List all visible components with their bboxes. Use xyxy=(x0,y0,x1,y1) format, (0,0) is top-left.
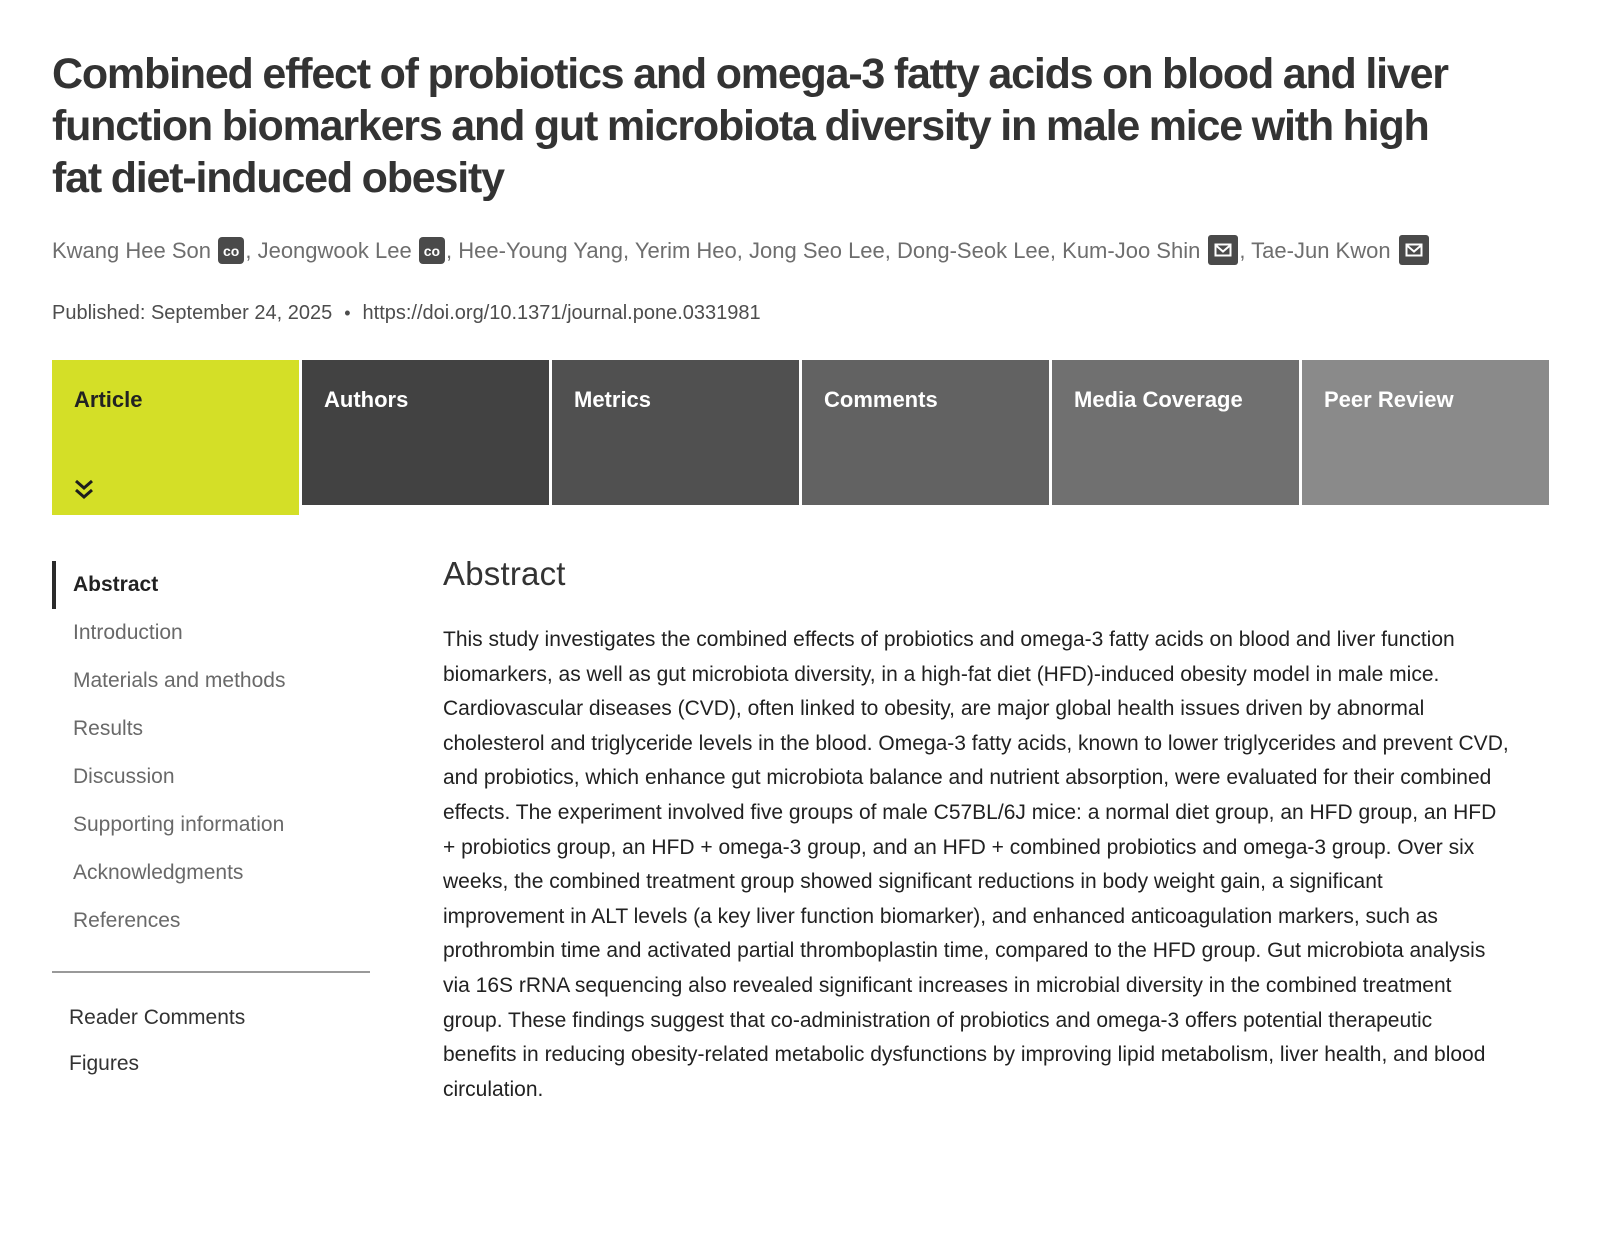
equal-contribution-badge[interactable]: co xyxy=(418,237,446,265)
sidenav-item-discussion[interactable]: Discussion xyxy=(73,765,175,789)
author-link[interactable]: Kwang Hee Son xyxy=(52,238,211,264)
tab-label: Authors xyxy=(324,387,409,413)
author-link[interactable]: Dong-Seok Lee xyxy=(897,238,1050,264)
publication-info: Published: September 24, 2025 • https://… xyxy=(52,302,1572,325)
sidenav-item-references[interactable]: References xyxy=(73,909,181,933)
author-link[interactable]: Yerim Heo xyxy=(634,238,737,264)
tab-label: Media Coverage xyxy=(1074,387,1243,413)
author-link[interactable]: Tae-Jun Kwon xyxy=(1251,238,1391,264)
sidenav-item-results[interactable]: Results xyxy=(73,717,144,741)
sidenav-item-introduction[interactable]: Introduction xyxy=(73,621,183,645)
sidenav-link-figures[interactable]: Figures xyxy=(69,1052,140,1076)
sidenav-item-acknowledgments[interactable]: Acknowledgments xyxy=(73,861,244,885)
sidenav-item-abstract[interactable]: Abstract xyxy=(52,561,382,610)
tab-metrics[interactable]: Metrics xyxy=(552,360,799,506)
tab-peer-review[interactable]: Peer Review xyxy=(1302,360,1549,506)
bullet-separator: • xyxy=(344,303,351,324)
author-list: Kwang Hee Son co, Jeongwook Lee co, Hee-Yo… xyxy=(52,230,1502,272)
article-body: Abstract Introduction Materials and meth… xyxy=(52,545,1572,1107)
author-link[interactable]: Jeongwook Lee xyxy=(257,238,412,264)
sidenav-item-supporting-information[interactable]: Supporting information xyxy=(73,813,285,837)
chevron-double-down-icon[interactable] xyxy=(72,477,96,503)
section-nav: Abstract Introduction Materials and meth… xyxy=(52,545,443,1107)
article-page: Combined effect of probiotics and omega-… xyxy=(52,50,1572,1107)
tab-label: Article xyxy=(74,387,143,413)
sidenav-link-reader-comments[interactable]: Reader Comments xyxy=(69,1006,246,1030)
tab-article[interactable]: Article xyxy=(52,360,299,516)
email-icon[interactable] xyxy=(1208,235,1239,266)
author-link[interactable]: Kum-Joo Shin xyxy=(1062,238,1201,264)
email-icon[interactable] xyxy=(1398,235,1429,266)
sidenav-item-materials-and-methods[interactable]: Materials and methods xyxy=(73,669,286,693)
author-link[interactable]: Jong Seo Lee xyxy=(749,238,885,264)
tab-comments[interactable]: Comments xyxy=(802,360,1049,506)
abstract-paragraph: This study investigates the combined eff… xyxy=(443,628,1509,1101)
author-link[interactable]: Hee-Young Yang xyxy=(458,238,624,264)
doi-link[interactable]: https://doi.org/10.1371/journal.pone.033… xyxy=(362,302,761,325)
tab-label: Peer Review xyxy=(1324,387,1454,413)
abstract-heading: Abstract xyxy=(443,555,566,593)
page-title: Combined effect of probiotics and omega-… xyxy=(52,50,1449,203)
tab-media-coverage[interactable]: Media Coverage xyxy=(1052,360,1299,506)
equal-contribution-badge[interactable]: co xyxy=(218,237,245,265)
published-date: Published: September 24, 2025 xyxy=(52,302,333,325)
abstract-section: Abstract This study investigates the com… xyxy=(443,545,1509,1107)
tab-authors[interactable]: Authors xyxy=(302,360,549,506)
article-tabbar: Article Authors Metrics Comments Media C… xyxy=(52,360,1572,516)
tab-label: Metrics xyxy=(574,387,652,413)
tab-label: Comments xyxy=(824,387,938,413)
sidenav-divider xyxy=(52,971,370,974)
